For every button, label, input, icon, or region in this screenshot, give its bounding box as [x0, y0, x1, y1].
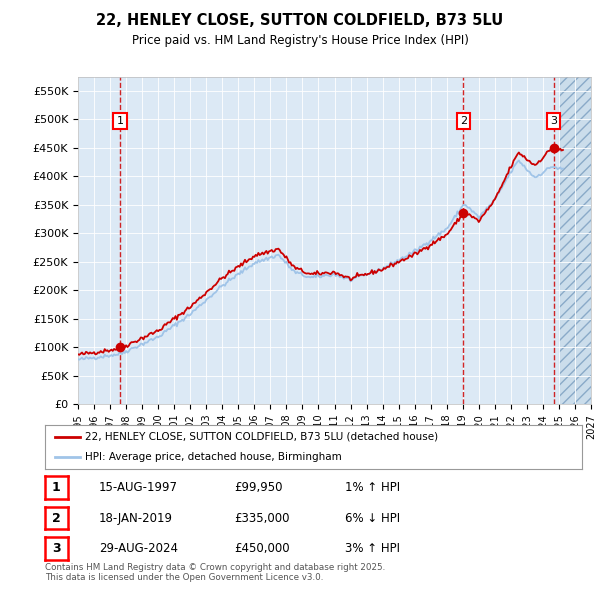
Text: 6% ↓ HPI: 6% ↓ HPI — [345, 512, 400, 525]
Text: 2: 2 — [52, 512, 61, 525]
Text: 22, HENLEY CLOSE, SUTTON COLDFIELD, B73 5LU: 22, HENLEY CLOSE, SUTTON COLDFIELD, B73 … — [97, 13, 503, 28]
Text: HPI: Average price, detached house, Birmingham: HPI: Average price, detached house, Birm… — [85, 452, 342, 462]
Text: 15-AUG-1997: 15-AUG-1997 — [99, 481, 178, 494]
Text: 2: 2 — [460, 116, 467, 126]
Text: £335,000: £335,000 — [234, 512, 290, 525]
Text: 29-AUG-2024: 29-AUG-2024 — [99, 542, 178, 555]
Bar — [559, 77, 591, 404]
Text: £99,950: £99,950 — [234, 481, 283, 494]
Text: 3: 3 — [550, 116, 557, 126]
Text: Price paid vs. HM Land Registry's House Price Index (HPI): Price paid vs. HM Land Registry's House … — [131, 34, 469, 47]
Text: 22, HENLEY CLOSE, SUTTON COLDFIELD, B73 5LU (detached house): 22, HENLEY CLOSE, SUTTON COLDFIELD, B73 … — [85, 432, 439, 442]
Bar — [559, 77, 591, 404]
Text: 1% ↑ HPI: 1% ↑ HPI — [345, 481, 400, 494]
Text: 1: 1 — [116, 116, 124, 126]
Text: £450,000: £450,000 — [234, 542, 290, 555]
Text: 1: 1 — [52, 481, 61, 494]
Text: 3% ↑ HPI: 3% ↑ HPI — [345, 542, 400, 555]
Text: 3: 3 — [52, 542, 61, 555]
Text: Contains HM Land Registry data © Crown copyright and database right 2025.
This d: Contains HM Land Registry data © Crown c… — [45, 563, 385, 582]
Text: 18-JAN-2019: 18-JAN-2019 — [99, 512, 173, 525]
